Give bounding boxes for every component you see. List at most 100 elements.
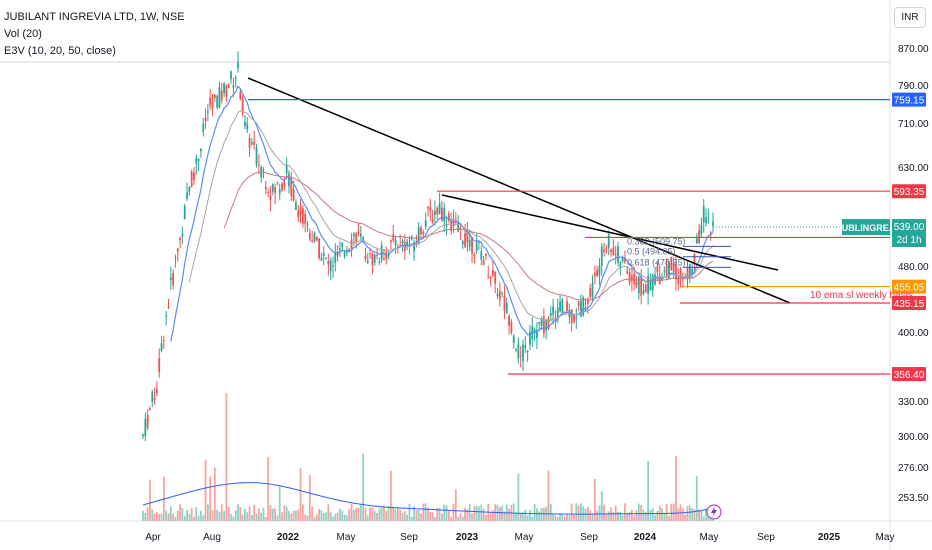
time-tick-label: May — [515, 532, 534, 543]
volume-bar — [359, 504, 362, 521]
candle — [225, 85, 228, 97]
candle — [390, 240, 392, 243]
time-tick-label: Sep — [580, 532, 598, 543]
candle — [552, 306, 555, 315]
volume-bar — [447, 511, 450, 521]
volume-bar — [651, 508, 654, 521]
volume-bar — [341, 510, 344, 521]
symbol-title[interactable]: JUBILANT INGREVIA LTD, 1W, NSE — [4, 11, 185, 23]
volume-ma-line — [142, 482, 716, 515]
volume-bar — [628, 512, 631, 521]
volume-bar — [427, 507, 429, 521]
candle — [195, 157, 198, 164]
candle — [447, 213, 450, 221]
volume-bar — [473, 506, 476, 521]
candle — [299, 206, 302, 215]
candle — [295, 202, 297, 210]
candle — [691, 268, 694, 275]
candle — [308, 233, 311, 240]
volume-bar — [438, 508, 441, 521]
price-badge: 356.40 — [892, 367, 926, 381]
volume-bar — [436, 507, 439, 521]
volume-bar — [392, 506, 395, 521]
candle — [649, 280, 652, 291]
candle — [642, 290, 645, 294]
volume-bar — [661, 508, 663, 521]
trendline-major — [247, 77, 791, 304]
volume-bar — [373, 510, 376, 521]
volume-bar — [195, 506, 198, 521]
candle — [420, 227, 422, 235]
volume-bar — [257, 508, 260, 521]
volume-bar — [501, 505, 504, 521]
volume-bar — [269, 505, 272, 521]
candle — [547, 318, 550, 329]
volume-bar — [517, 473, 520, 521]
candle — [707, 213, 710, 215]
ema-10-line — [170, 85, 714, 342]
candle — [292, 188, 295, 201]
volume-bar — [380, 507, 383, 521]
volume-bar — [176, 510, 179, 521]
candle — [223, 83, 225, 94]
price-badge-text: 356.40 — [894, 370, 925, 381]
candle — [436, 207, 439, 215]
volume-indicator-label[interactable]: Vol (20) — [4, 28, 42, 40]
volume-bar — [540, 508, 543, 521]
volume-bar — [570, 503, 573, 521]
volume-bar — [227, 506, 230, 521]
volume-bar — [582, 506, 585, 521]
volume-bar — [459, 513, 462, 521]
volume-bar — [394, 509, 397, 521]
volume-bar — [515, 512, 517, 521]
volume-bar — [315, 514, 318, 521]
candle — [549, 313, 552, 316]
lightning-icon — [706, 504, 722, 520]
volume-bar — [403, 511, 406, 521]
volume-bar — [663, 513, 666, 521]
volume-bar — [443, 504, 446, 521]
volume-bar — [401, 512, 404, 521]
volume-bar — [542, 508, 545, 521]
volume-bar — [308, 475, 311, 521]
candle — [473, 254, 476, 256]
candle — [274, 187, 276, 194]
volume-bar — [213, 467, 216, 521]
volume-bar — [600, 491, 603, 521]
volume-bar — [285, 506, 288, 521]
volume-bar — [649, 509, 652, 521]
currency-button[interactable]: INR — [894, 7, 926, 28]
candle — [677, 276, 680, 285]
volume-bar — [334, 514, 337, 521]
candle — [246, 123, 249, 130]
volume-bar — [637, 503, 640, 521]
volume-bar — [318, 509, 320, 521]
volume-bar — [445, 505, 448, 521]
volume-bar — [522, 512, 524, 521]
candle — [586, 299, 589, 305]
candle — [624, 258, 626, 263]
ema-indicator-label[interactable]: E3V (10, 20, 50, close) — [4, 45, 116, 57]
candle — [371, 253, 374, 265]
candle — [230, 71, 232, 80]
volume-bar — [709, 516, 712, 521]
volume-bar — [366, 515, 369, 521]
volume-bar — [165, 510, 168, 521]
volume-bar — [387, 505, 390, 521]
candle — [580, 301, 582, 317]
candle — [584, 307, 587, 312]
candle — [276, 181, 279, 183]
candle — [183, 205, 186, 220]
volume-bar — [251, 515, 253, 521]
volume-bar — [431, 512, 434, 521]
volume-bar — [276, 515, 279, 521]
candle — [218, 87, 221, 108]
volume-bar — [352, 509, 355, 521]
candle — [204, 117, 207, 122]
volume-bar — [153, 513, 156, 521]
candle — [566, 301, 568, 311]
candle — [461, 241, 464, 245]
volume-bar — [538, 511, 541, 521]
